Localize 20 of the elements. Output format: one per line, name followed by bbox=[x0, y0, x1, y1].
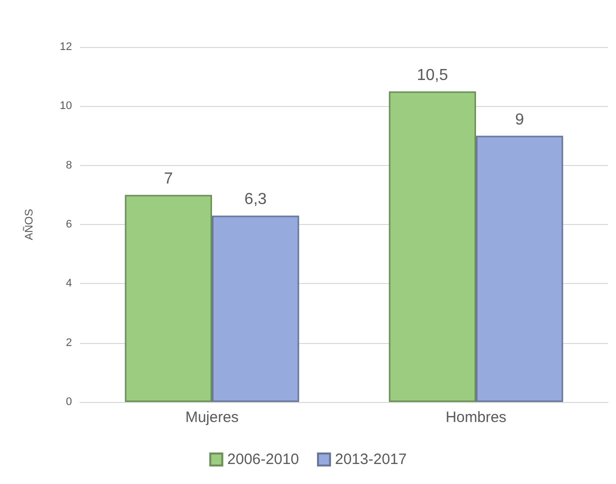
y-tick-label: 6 bbox=[66, 218, 72, 230]
bar bbox=[212, 216, 300, 402]
x-tick-label: Hombres bbox=[446, 409, 506, 426]
bar bbox=[476, 136, 564, 402]
data-label: 10,5 bbox=[416, 66, 448, 84]
y-tick-label: 8 bbox=[66, 159, 72, 172]
legend-label: 2006-2010 bbox=[227, 451, 299, 468]
y-axis-title: AÑOS bbox=[22, 208, 36, 240]
data-label: 6,3 bbox=[244, 191, 267, 208]
bar bbox=[388, 91, 476, 402]
y-tick-label: 0 bbox=[66, 396, 72, 408]
y-tick-label: 4 bbox=[66, 278, 72, 290]
data-label: 7 bbox=[164, 170, 173, 188]
y-tick-label: 2 bbox=[66, 336, 72, 349]
bar bbox=[124, 194, 212, 402]
x-tick-label: Mujeres bbox=[185, 409, 239, 426]
y-tick-label: 10 bbox=[60, 100, 72, 112]
legend-label: 2013-2017 bbox=[335, 451, 407, 468]
data-label: 9 bbox=[515, 111, 524, 128]
y-tick-label: 12 bbox=[60, 41, 72, 53]
